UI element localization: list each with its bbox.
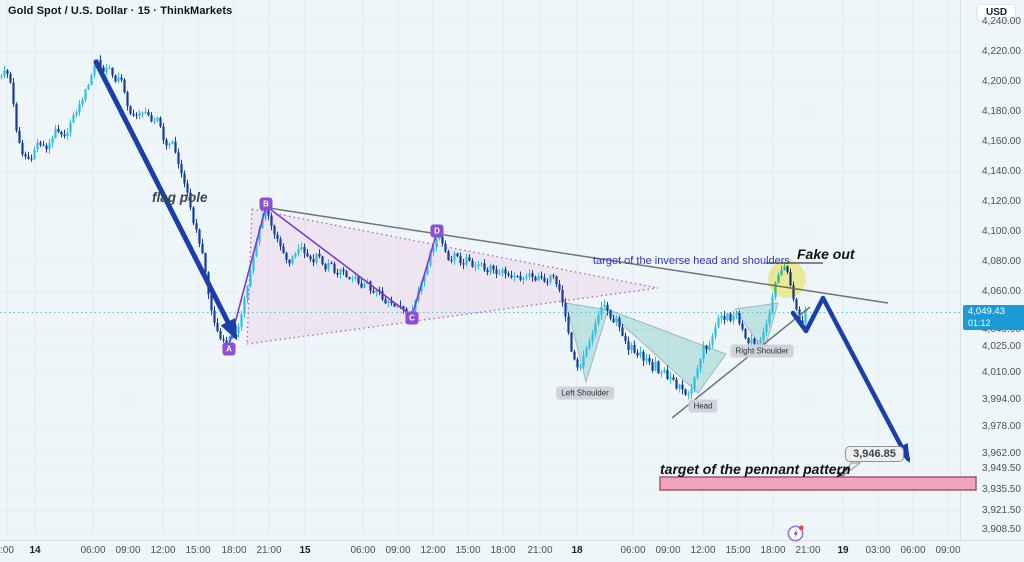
- flag-pole-label[interactable]: flag pole: [152, 190, 208, 205]
- price-label: 4,120.00: [982, 196, 1021, 207]
- price-label: 3,994.00: [982, 394, 1021, 405]
- time-label: 03:00: [865, 545, 891, 556]
- hs-chip-right-shoulder[interactable]: Right Shoulder: [730, 344, 794, 358]
- price-label: 3,949.50: [982, 463, 1021, 474]
- time-label: 06:00: [900, 545, 926, 556]
- bar-countdown: 01:12: [968, 317, 991, 328]
- time-label: 21:00: [795, 545, 821, 556]
- hs-chip-head[interactable]: Head: [688, 399, 718, 413]
- time-label: 12:00: [150, 545, 176, 556]
- price-label: 3,962.00: [982, 448, 1021, 459]
- abcd-zigzag-line[interactable]: [229, 204, 438, 343]
- symbol-title[interactable]: Gold Spot / U.S. Dollar · 15 · ThinkMark…: [8, 5, 233, 17]
- time-label-day: 15: [299, 545, 311, 556]
- time-label-day: 18: [571, 545, 583, 556]
- time-label: 18:00: [221, 545, 247, 556]
- time-label: 21:00: [256, 545, 282, 556]
- price-label: 4,160.00: [982, 136, 1021, 147]
- price-label: 4,080.00: [982, 256, 1021, 267]
- price-label: 3,978.00: [982, 421, 1021, 432]
- gridlines: [6, 0, 949, 540]
- time-label: 15:00: [185, 545, 211, 556]
- time-label: 09:00: [115, 545, 141, 556]
- pattern-badge-a[interactable]: A: [222, 342, 236, 356]
- prediction-path-arrow[interactable]: [790, 295, 911, 463]
- pattern-badge-b[interactable]: B: [259, 197, 273, 211]
- lightning-glyph: [793, 529, 799, 538]
- price-label: 4,180.00: [982, 106, 1021, 117]
- time-label: 12:00: [690, 545, 716, 556]
- time-label: 06:00: [620, 545, 646, 556]
- time-label: 09:00: [655, 545, 681, 556]
- time-label: 15:00: [455, 545, 481, 556]
- price-label: 3,921.50: [982, 505, 1021, 516]
- price-label: 4,240.00: [982, 16, 1021, 27]
- time-label: 18:00: [490, 545, 516, 556]
- price-label: 4,060.00: [982, 286, 1021, 297]
- price-label: 4,220.00: [982, 46, 1021, 57]
- price-label: 4,140.00: [982, 166, 1021, 177]
- flag-pole-arrow[interactable]: [93, 59, 238, 341]
- time-label: 15:00: [725, 545, 751, 556]
- pennant-pattern-fill[interactable]: [247, 209, 658, 344]
- currency-button[interactable]: USD: [977, 4, 1017, 21]
- price-label: 3,908.50: [982, 524, 1021, 535]
- current-price-tag: 4,049.43 01:12: [963, 305, 1024, 330]
- price-label: 4,010.00: [982, 367, 1021, 378]
- price-label: 4,025.00: [982, 341, 1021, 352]
- head-shape[interactable]: [603, 307, 727, 394]
- fake-out-highlight-circle[interactable]: [768, 260, 806, 298]
- price-label: 4,100.00: [982, 226, 1021, 237]
- fake-out-label[interactable]: Fake out: [797, 246, 855, 262]
- time-label: :00: [0, 545, 14, 556]
- bubble-pointer-arrow: [836, 466, 850, 478]
- target-price-bubble[interactable]: 3,946.85: [845, 446, 904, 462]
- pennant-target-label[interactable]: target of the pennant pattern: [660, 461, 851, 477]
- time-label: 18:00: [760, 545, 786, 556]
- hs-chip-left-shoulder[interactable]: Left Shoulder: [556, 386, 614, 400]
- inverse-hs-target-label[interactable]: target of the inverse head and shoulders: [593, 255, 790, 267]
- current-price-value: 4,049.43: [968, 306, 1005, 317]
- time-label: 21:00: [527, 545, 553, 556]
- time-label: 12:00: [420, 545, 446, 556]
- notification-dot: [798, 525, 804, 531]
- time-label: 06:00: [350, 545, 376, 556]
- right-shoulder-shape[interactable]: [734, 302, 779, 354]
- pennant-bottom-edge[interactable]: [246, 287, 659, 345]
- price-label: 4,200.00: [982, 76, 1021, 87]
- pennant-top-edge[interactable]: [251, 208, 659, 289]
- price-label: 3,935.50: [982, 484, 1021, 495]
- time-label: 06:00: [80, 545, 106, 556]
- flash-icon-with-notification[interactable]: [786, 523, 806, 543]
- pennant-target-zone[interactable]: [659, 476, 977, 491]
- time-label: 09:00: [385, 545, 411, 556]
- time-label-day: 19: [837, 545, 849, 556]
- time-label: 09:00: [935, 545, 961, 556]
- pattern-badge-d[interactable]: D: [430, 224, 444, 238]
- time-label-day: 14: [29, 545, 41, 556]
- pattern-badge-c[interactable]: C: [405, 311, 419, 325]
